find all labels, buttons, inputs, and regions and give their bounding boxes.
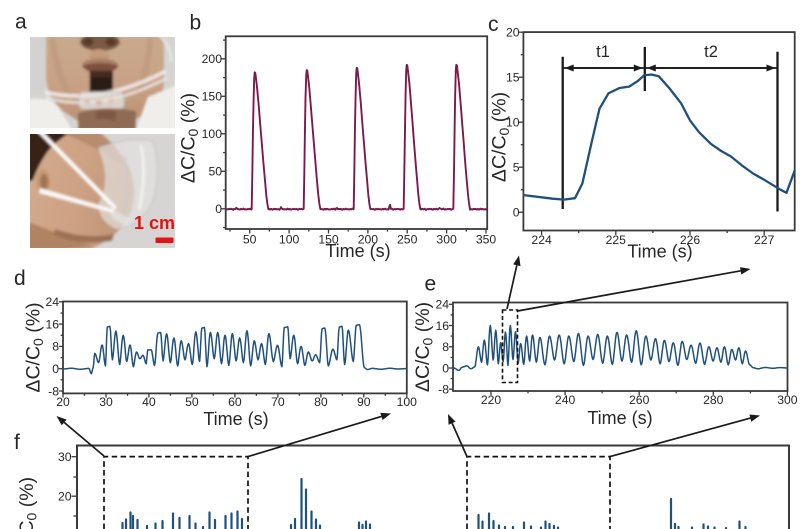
svg-text:c: c bbox=[488, 13, 499, 36]
svg-text:224: 224 bbox=[531, 233, 552, 247]
svg-text:0: 0 bbox=[215, 202, 222, 216]
svg-text:90: 90 bbox=[357, 395, 371, 409]
svg-text:227: 227 bbox=[754, 233, 775, 247]
svg-text:24: 24 bbox=[45, 295, 59, 309]
svg-text:50: 50 bbox=[243, 233, 257, 247]
svg-text:t2: t2 bbox=[704, 43, 718, 61]
svg-text:225: 225 bbox=[606, 233, 627, 247]
svg-text:70: 70 bbox=[271, 395, 285, 409]
svg-text:200: 200 bbox=[358, 233, 379, 247]
svg-text:f: f bbox=[14, 431, 20, 454]
svg-text:300: 300 bbox=[436, 233, 457, 247]
svg-text:1 cm: 1 cm bbox=[134, 213, 175, 233]
svg-text:10: 10 bbox=[506, 116, 520, 130]
svg-text:ΔC/C0 (%): ΔC/C0 (%) bbox=[16, 477, 40, 529]
svg-text:0: 0 bbox=[442, 361, 449, 375]
svg-text:80: 80 bbox=[314, 395, 328, 409]
svg-text:ΔC/C0 (%): ΔC/C0 (%) bbox=[412, 302, 436, 392]
svg-text:40: 40 bbox=[142, 395, 156, 409]
svg-text:20: 20 bbox=[506, 26, 520, 40]
svg-text:60: 60 bbox=[228, 395, 242, 409]
svg-text:0: 0 bbox=[52, 362, 59, 376]
svg-text:30: 30 bbox=[99, 395, 113, 409]
svg-text:100: 100 bbox=[397, 395, 418, 409]
svg-text:280: 280 bbox=[703, 393, 724, 407]
svg-text:Time (s): Time (s) bbox=[627, 242, 692, 262]
svg-text:5: 5 bbox=[513, 161, 520, 175]
svg-text:Time (s): Time (s) bbox=[587, 408, 652, 428]
svg-text:-8: -8 bbox=[438, 383, 449, 397]
svg-text:16: 16 bbox=[45, 317, 59, 331]
svg-text:t1: t1 bbox=[596, 43, 610, 61]
svg-text:200: 200 bbox=[202, 52, 223, 66]
svg-text:15: 15 bbox=[506, 71, 520, 85]
svg-text:-8: -8 bbox=[48, 384, 59, 398]
svg-text:ΔC/C0 (%): ΔC/C0 (%) bbox=[178, 93, 202, 183]
svg-text:150: 150 bbox=[202, 90, 223, 104]
svg-text:e: e bbox=[425, 273, 437, 296]
svg-text:20: 20 bbox=[58, 490, 72, 504]
svg-text:220: 220 bbox=[481, 393, 502, 407]
svg-text:150: 150 bbox=[318, 233, 339, 247]
svg-text:260: 260 bbox=[629, 393, 650, 407]
svg-text:350: 350 bbox=[476, 233, 497, 247]
svg-text:250: 250 bbox=[397, 233, 418, 247]
svg-text:ΔC/C0 (%): ΔC/C0 (%) bbox=[489, 92, 513, 182]
svg-text:240: 240 bbox=[555, 393, 576, 407]
svg-text:Time (s): Time (s) bbox=[203, 409, 268, 429]
svg-text:8: 8 bbox=[442, 340, 449, 354]
svg-text:226: 226 bbox=[680, 233, 701, 247]
svg-text:300: 300 bbox=[777, 393, 798, 407]
svg-text:100: 100 bbox=[202, 127, 223, 141]
svg-text:24: 24 bbox=[435, 298, 449, 312]
svg-text:ΔC/C0 (%): ΔC/C0 (%) bbox=[23, 302, 47, 392]
svg-text:50: 50 bbox=[185, 395, 199, 409]
svg-text:50: 50 bbox=[208, 165, 222, 179]
svg-text:8: 8 bbox=[52, 340, 59, 354]
svg-text:a: a bbox=[15, 11, 27, 34]
svg-text:30: 30 bbox=[58, 450, 72, 464]
svg-text:0: 0 bbox=[513, 206, 520, 220]
svg-text:16: 16 bbox=[435, 319, 449, 333]
svg-text:Time (s): Time (s) bbox=[325, 241, 390, 261]
svg-text:d: d bbox=[14, 267, 26, 290]
svg-text:20: 20 bbox=[56, 395, 70, 409]
svg-text:b: b bbox=[190, 12, 202, 35]
svg-text:100: 100 bbox=[279, 233, 300, 247]
